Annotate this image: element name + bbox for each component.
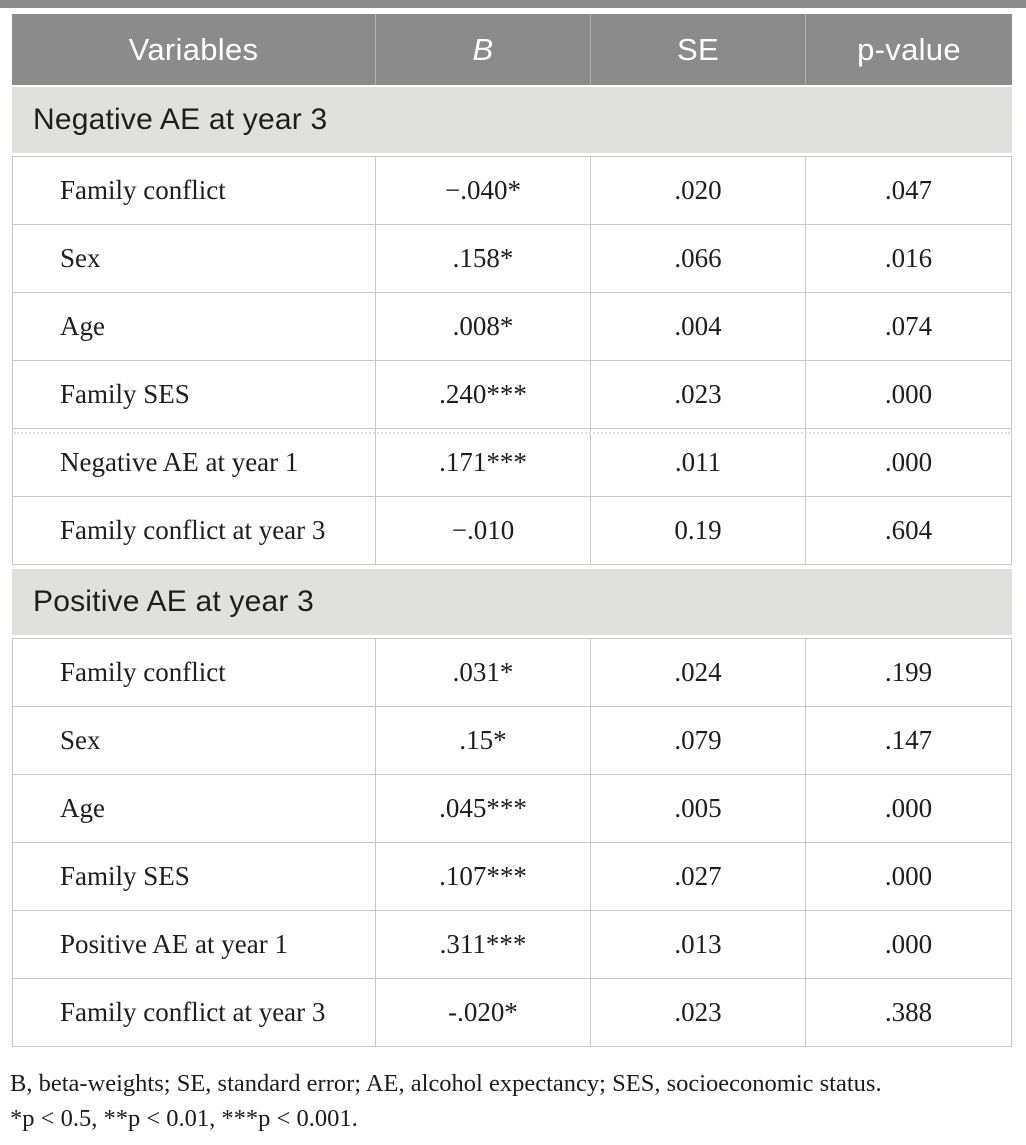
b-value: −.040* (375, 157, 590, 224)
se-value: 0.19 (590, 497, 805, 564)
row-label: Sex (12, 225, 375, 292)
p-value: .047 (805, 157, 1012, 224)
table-row: Family conflict at year 3 −.010 0.19 .60… (12, 497, 1012, 565)
column-header-se: SE (590, 14, 805, 85)
p-value: .199 (805, 639, 1012, 706)
b-value: .15* (375, 707, 590, 774)
se-value: .013 (590, 911, 805, 978)
column-header-variables: Variables (128, 31, 259, 67)
table-row: Age .045*** .005 .000 (12, 775, 1012, 843)
b-value: −.010 (375, 497, 590, 564)
table-row: Family conflict .031* .024 .199 (12, 639, 1012, 707)
b-value: .107*** (375, 843, 590, 910)
table-row: Positive AE at year 1 .311*** .013 .000 (12, 911, 1012, 979)
table-row: Family SES .240*** .023 .000 (12, 361, 1012, 429)
row-label: Family SES (12, 361, 375, 428)
table-row: Sex .158* .066 .016 (12, 225, 1012, 293)
row-label: Family conflict at year 3 (12, 979, 375, 1046)
b-value: .240*** (375, 361, 590, 428)
p-value: .074 (805, 293, 1012, 360)
se-value: .023 (590, 361, 805, 428)
row-label: Family conflict at year 3 (12, 497, 375, 564)
p-value: .016 (805, 225, 1012, 292)
table-row: Negative AE at year 1 .171*** .011 .000 (12, 429, 1012, 497)
column-header-p-value: p-value (805, 14, 1012, 85)
row-label: Positive AE at year 1 (12, 911, 375, 978)
se-value: .079 (590, 707, 805, 774)
footnote-significance: *p < 0.5, **p < 0.01, ***p < 0.001. (10, 1105, 358, 1132)
row-label: Age (12, 775, 375, 842)
footnote-abbreviations: B, beta-weights; SE, standard error; AE,… (10, 1070, 882, 1097)
se-value: .027 (590, 843, 805, 910)
section-header-positive-ae: Positive AE at year 3 (12, 569, 1012, 635)
section-rows-negative-ae: Family conflict −.040* .020 .047 Sex .15… (12, 156, 1012, 565)
p-value: .000 (805, 911, 1012, 978)
se-value: .011 (590, 429, 805, 496)
row-label: Family conflict (12, 157, 375, 224)
b-value: .158* (375, 225, 590, 292)
row-label: Sex (12, 707, 375, 774)
se-value: .020 (590, 157, 805, 224)
se-value: .023 (590, 979, 805, 1046)
p-value: .000 (805, 429, 1012, 496)
se-value: .004 (590, 293, 805, 360)
row-label: Negative AE at year 1 (12, 429, 375, 496)
row-label: Family SES (12, 843, 375, 910)
section-rows-positive-ae: Family conflict .031* .024 .199 Sex .15*… (12, 638, 1012, 1047)
p-value: .000 (805, 361, 1012, 428)
se-value: .066 (590, 225, 805, 292)
table-row: Sex .15* .079 .147 (12, 707, 1012, 775)
table-row: Age .008* .004 .074 (12, 293, 1012, 361)
b-value: -.020* (375, 979, 590, 1046)
row-label: Family conflict (12, 639, 375, 706)
b-value: .171*** (375, 429, 590, 496)
se-value: .005 (590, 775, 805, 842)
statistics-table: Variables B SE p-value Negative AE at ye… (12, 14, 1012, 1047)
se-value: .024 (590, 639, 805, 706)
b-value: .045*** (375, 775, 590, 842)
table-footnotes: B, beta-weights; SE, standard error; AE,… (10, 1066, 1020, 1136)
section-header-negative-ae: Negative AE at year 3 (12, 87, 1012, 153)
p-value: .388 (805, 979, 1012, 1046)
p-value: .000 (805, 843, 1012, 910)
table-row: Family SES .107*** .027 .000 (12, 843, 1012, 911)
table-row: Family conflict −.040* .020 .047 (12, 157, 1012, 225)
table-row: Family conflict at year 3 -.020* .023 .3… (12, 979, 1012, 1047)
p-value: .147 (805, 707, 1012, 774)
b-value: .031* (375, 639, 590, 706)
p-value: .000 (805, 775, 1012, 842)
p-value: .604 (805, 497, 1012, 564)
b-value: .008* (375, 293, 590, 360)
column-header-b: B (375, 14, 590, 85)
b-value: .311*** (375, 911, 590, 978)
row-label: Age (12, 293, 375, 360)
table-header-row: Variables B SE p-value (12, 14, 1012, 85)
table-top-rule (0, 0, 1026, 8)
